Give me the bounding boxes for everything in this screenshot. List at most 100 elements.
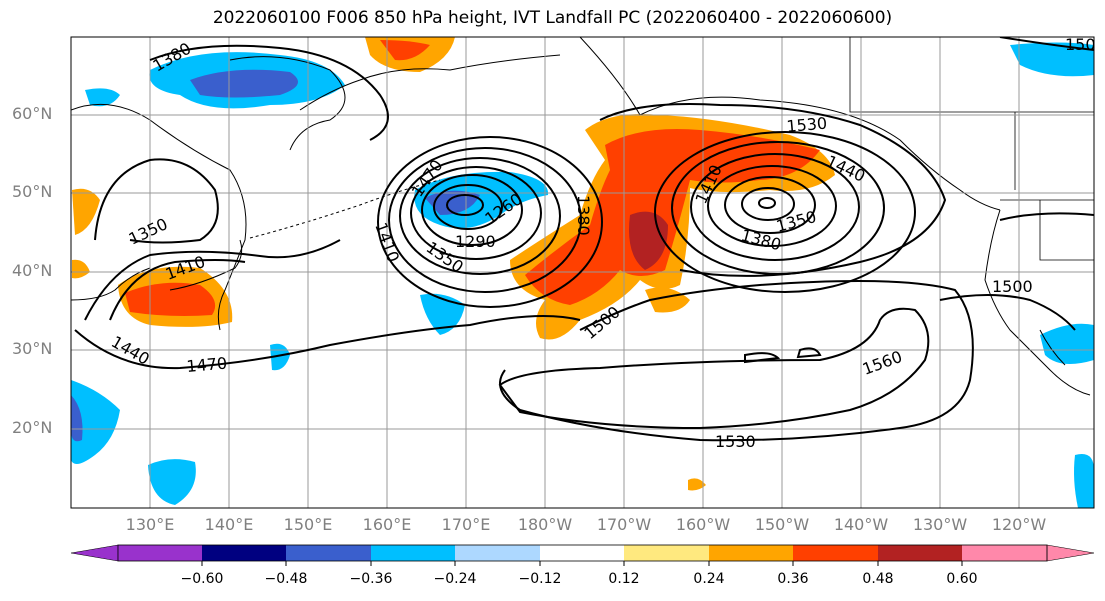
contour-1500-central: [499, 280, 974, 442]
lon-label: 120°W: [991, 515, 1047, 534]
contour-label: 1440: [108, 332, 153, 369]
contour-label: 1560: [860, 347, 905, 379]
ivt-positive-region: [72, 188, 100, 235]
contour-1440-west: [84, 239, 341, 321]
contour-low-west: [421, 174, 523, 246]
japan-coastline: [169, 239, 243, 291]
colorbar-tick-label: −0.60: [180, 571, 224, 587]
contour-label: 1530: [715, 432, 756, 451]
contour-label: 1350: [774, 207, 818, 236]
colorbar-tick-label: 0.48: [862, 571, 894, 587]
lon-label: 160°W: [675, 515, 731, 534]
lat-label: 50°N: [12, 182, 53, 201]
colorbar-tick-label: −0.36: [349, 571, 393, 587]
colorbar-segment: [962, 545, 1047, 561]
ivt-shading: [71, 37, 1094, 508]
siberia-coastline: [229, 54, 561, 151]
lon-label: 170°W: [596, 515, 652, 534]
contour-low-west: [377, 136, 603, 308]
north-america-coastline: [984, 209, 1091, 396]
contour-low-east: [758, 197, 776, 209]
contour-low-west: [433, 184, 503, 230]
ivt-positive-core: [125, 282, 216, 316]
contour-low-east: [741, 187, 795, 221]
lon-label: 130°E: [125, 515, 175, 534]
alaska-coastline: [579, 37, 1001, 211]
lat-label: 20°N: [12, 418, 53, 437]
contour-low-east: [724, 176, 816, 234]
ivt-negative-core: [190, 69, 298, 98]
colorbar-segment: [878, 545, 962, 561]
ivt-negative-region: [148, 459, 196, 505]
map-frame: [70, 36, 1095, 509]
ivt-negative-region: [1040, 323, 1094, 364]
colorbar-segment: [624, 545, 709, 561]
colorbar-segment: [118, 545, 202, 561]
height-contours: [74, 37, 1094, 442]
contour-low-west: [446, 194, 484, 216]
contour-1470-east: [999, 212, 1094, 221]
contour-1530-alaska: [599, 103, 947, 277]
lat-label: 30°N: [12, 339, 53, 358]
colorbar-segment: [793, 545, 878, 561]
lon-label: 170°E: [441, 515, 491, 534]
colorbar-under-extend: [70, 544, 119, 562]
ivt-positive-region: [72, 259, 90, 279]
contour-1560-small: [744, 347, 822, 364]
colorbar-tick-label: −0.24: [433, 571, 477, 587]
colorbar: [70, 544, 1095, 566]
contour-1500-east: [939, 294, 1076, 331]
colorbar-tick-label: 0.60: [946, 571, 978, 587]
ivt-negative-region: [85, 88, 120, 107]
contour-label: 1380: [574, 195, 593, 236]
political-boundaries: [849, 37, 1094, 261]
ivt-negative-region: [1010, 42, 1094, 77]
ivt-positive-peak: [629, 211, 668, 270]
contour-1410-west: [109, 259, 246, 321]
contour-1380-north: [149, 44, 389, 141]
aleutian-islands: [249, 179, 441, 239]
contour-low-east: [707, 165, 837, 247]
lat-label: 60°N: [12, 104, 53, 123]
contour-low-west: [388, 147, 582, 293]
colorbar-tick-label: 0.12: [608, 571, 640, 587]
lon-label: 150°W: [754, 515, 810, 534]
contour-1500-north-east: [999, 37, 1094, 51]
colorbar-segment: [286, 545, 371, 561]
lat-label: 40°N: [12, 261, 53, 280]
lon-label: 150°E: [283, 515, 333, 534]
colorbar-segment: [709, 545, 793, 561]
contour-low-west: [410, 166, 542, 260]
lon-label: 180°W: [517, 515, 573, 534]
gridlines: [71, 37, 1094, 508]
ivt-negative-region: [71, 380, 120, 464]
colorbar-tick-label: 0.36: [777, 571, 809, 587]
lon-label: 140°E: [204, 515, 254, 534]
colorbar-segment: [455, 545, 540, 561]
colorbar-tick-label: −0.12: [518, 571, 562, 587]
ivt-negative-region: [420, 293, 465, 335]
colorbar-segment: [540, 545, 624, 561]
contour-1350-west: [94, 158, 219, 244]
us-state-line: [1039, 200, 1094, 261]
contour-1530-central: [498, 307, 930, 430]
contour-low-east: [690, 153, 860, 261]
ivt-positive-region: [688, 478, 706, 491]
contour-label: 1500: [1065, 35, 1105, 54]
contour-label: 1530: [786, 114, 828, 136]
colorbar-segment: [202, 545, 286, 561]
colorbar-outline: [117, 544, 1048, 562]
asia-coastline: [71, 103, 247, 331]
contour-label: 1470: [186, 354, 228, 376]
colorbar-tick-label: −0.48: [264, 571, 308, 587]
colorbar-tick-label: 0.24: [693, 571, 725, 587]
contour-1470-west: [74, 315, 581, 370]
contour-low-west: [399, 157, 561, 275]
baja-coastline: [1039, 329, 1066, 366]
coastlines: [71, 37, 1091, 396]
ivt-negative-core: [71, 395, 83, 442]
lon-label: 140°W: [833, 515, 889, 534]
lon-label: 160°E: [362, 515, 412, 534]
ivt-positive-region: [645, 287, 690, 313]
